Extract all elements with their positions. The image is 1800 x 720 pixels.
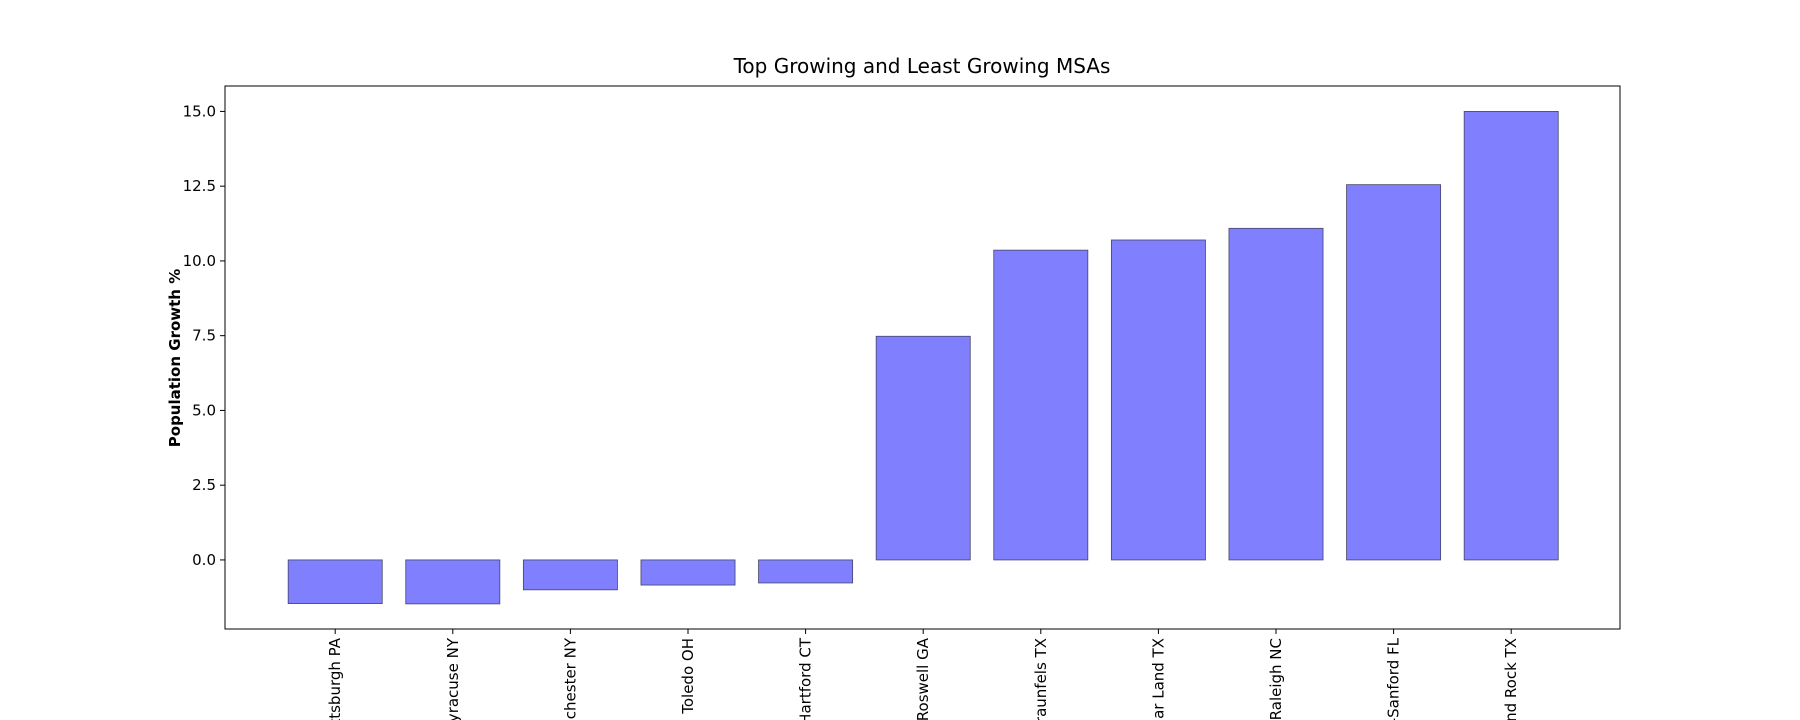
bar (1346, 184, 1442, 561)
bar (1110, 239, 1206, 561)
y-axis-label: Population Growth % (166, 269, 184, 447)
y-tick-label: 5.0 (192, 401, 216, 419)
bar (875, 335, 971, 561)
x-tick-label: raunfels TX (1032, 638, 1050, 720)
x-tick-label: Raleigh NC (1267, 638, 1285, 720)
bar (758, 559, 854, 584)
x-tick-label: yracuse NY (444, 637, 462, 720)
bar (1228, 227, 1324, 561)
x-tick-label: gar Land TX (1149, 638, 1167, 720)
x-tick-label: -Sanford FL (1385, 637, 1403, 720)
x-tick-label: ochester NY (561, 637, 579, 720)
x-tick-label: Toledo OH (679, 638, 697, 715)
bar (522, 559, 618, 591)
bar (287, 559, 383, 604)
y-tick-label: 2.5 (192, 476, 216, 494)
chart-title: Top Growing and Least Growing MSAs (733, 54, 1111, 78)
x-tick-label: Hartford CT (797, 637, 815, 720)
bar (640, 559, 736, 586)
bar (405, 559, 501, 605)
axes-frame (224, 85, 1621, 630)
y-tick-label: 15.0 (183, 102, 216, 120)
y-tick-label: 7.5 (192, 327, 216, 345)
x-tick-label: ttsburgh PA (326, 637, 344, 720)
bar (1463, 111, 1559, 561)
bar (993, 249, 1089, 561)
y-tick-label: 10.0 (183, 252, 216, 270)
y-tick-label: 12.5 (183, 177, 216, 195)
x-tick-label: und Rock TX (1502, 638, 1520, 720)
x-tick-label: -Roswell GA (914, 637, 932, 720)
y-tick-label: 0.0 (192, 551, 216, 569)
